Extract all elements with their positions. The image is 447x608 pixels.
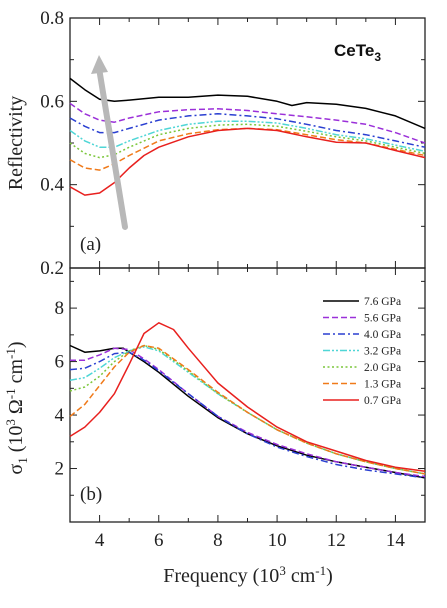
y-tick-label: 0.2 — [40, 258, 64, 279]
pressure-arrow — [91, 55, 128, 230]
y-tick-label: 4 — [55, 405, 65, 426]
y-tick-label: 0.4 — [40, 175, 64, 196]
panel-b-xlabel: Frequency (103 cm-1) — [163, 563, 333, 587]
legend-label: 4.0 GPa — [364, 329, 401, 341]
series-line-2-0-GPa — [69, 344, 426, 475]
series-line-5-6-GPa — [69, 102, 426, 144]
legend-label: 0.7 GPa — [364, 395, 401, 407]
series-line-0-7-GPa — [69, 127, 426, 196]
legend-label: 3.2 GPa — [364, 346, 401, 358]
series-line-1-3-GPa — [69, 344, 426, 475]
x-tick-label: 4 — [95, 530, 105, 551]
x-tick-label: 14 — [386, 530, 406, 551]
panel-b-series — [69, 322, 426, 479]
panel-b-label: (b) — [80, 484, 102, 505]
legend-label: 7.6 GPa — [364, 296, 401, 308]
series-line-3-2-GPa — [69, 120, 426, 153]
x-tick-label: 10 — [268, 530, 287, 551]
panel-a-ticks: 0.2 0.4 0.6 0.8 — [40, 8, 426, 279]
material-label: CeTe3 — [334, 41, 381, 64]
legend: 7.6 GPa 5.6 GPa 4.0 GPa 3.2 GPa 2.0 GPa 1.3 G… — [323, 296, 401, 407]
series-line-7-6-GPa — [69, 77, 426, 130]
panel-a-series — [69, 77, 426, 196]
panel-a: 0.2 0.4 0.6 0.8 CeTe3 (a) Reflectivity — [5, 8, 426, 279]
x-tick-label: 12 — [327, 530, 346, 551]
x-tick-label: 8 — [213, 530, 223, 551]
panel-a-ylabel: Reflectivity — [5, 96, 27, 190]
y-tick-label: 6 — [55, 352, 65, 373]
x-tick-label: 6 — [154, 530, 164, 551]
panel-a-label: (a) — [80, 234, 101, 255]
panel-b-ticks: 4 6 8 10 12 14 2 4 6 8 — [55, 268, 426, 551]
y-tick-label: 2 — [55, 459, 65, 480]
legend-label: 2.0 GPa — [364, 362, 401, 374]
legend-label: 1.3 GPa — [364, 379, 401, 391]
y-tick-label: 0.6 — [40, 91, 64, 112]
series-line-2-0-GPa — [69, 123, 426, 159]
y-tick-label: 8 — [55, 298, 65, 319]
legend-label: 5.6 GPa — [364, 313, 401, 325]
panel-b: 4 6 8 10 12 14 2 4 6 8 7.6 GPa 5.6 GPa 4.0 GPa 3.2 G… — [3, 267, 426, 587]
series-line-0-7-GPa — [69, 322, 426, 472]
y-tick-label: 0.8 — [40, 8, 64, 29]
series-line-4-0-GPa — [69, 351, 426, 479]
series-line-1-3-GPa — [69, 127, 426, 171]
panel-b-ylabel: σ1 (103 Ω-1 cm-1) — [3, 341, 30, 474]
series-line-4-0-GPa — [69, 113, 426, 148]
